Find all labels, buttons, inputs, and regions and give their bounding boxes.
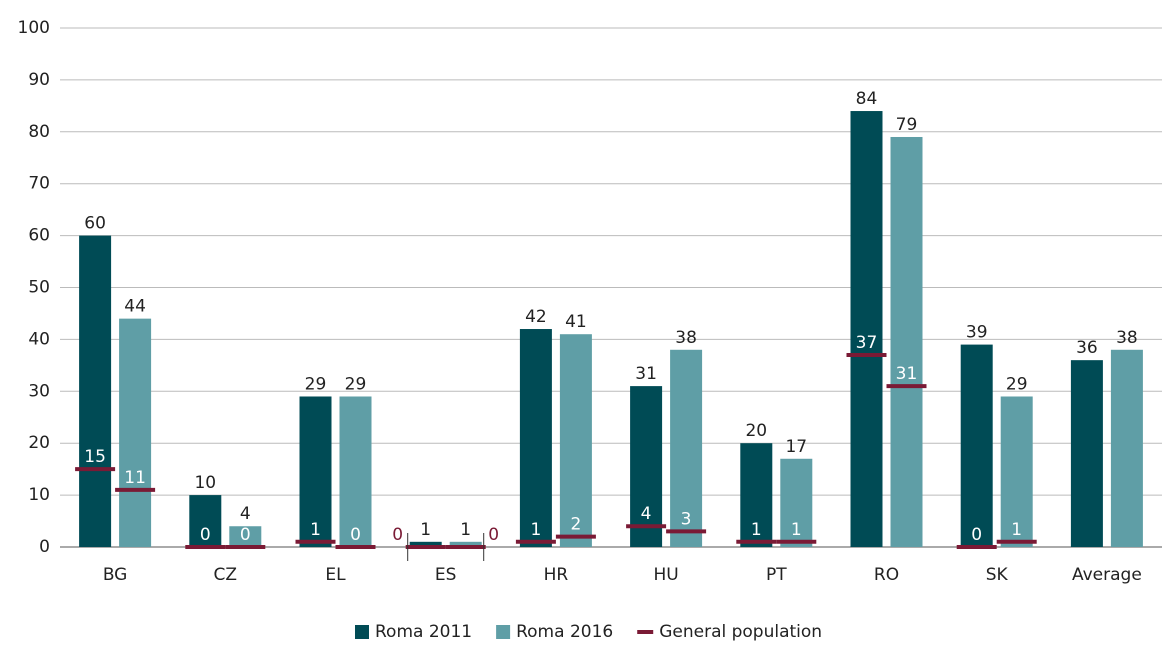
bar	[339, 396, 372, 547]
general-population-label: 0	[971, 525, 982, 545]
y-tick-label: 100	[18, 18, 50, 38]
bar	[119, 318, 152, 547]
bar	[1110, 349, 1143, 547]
y-tick-label: 40	[28, 329, 50, 349]
value-label: 36	[1076, 338, 1098, 358]
bar	[780, 458, 813, 547]
y-tick-label: 80	[28, 122, 50, 142]
general-population-label: 0	[392, 525, 403, 545]
value-label: 1	[420, 520, 431, 540]
bar	[740, 443, 773, 547]
general-population-label: 1	[1011, 520, 1022, 540]
bar	[670, 349, 703, 547]
bar	[630, 386, 663, 547]
bar	[960, 344, 993, 547]
value-label: 29	[345, 374, 367, 394]
general-population-label: 0	[240, 525, 251, 545]
x-tick-label: HR	[544, 565, 569, 585]
x-tick-label: CZ	[214, 565, 238, 585]
bar	[299, 396, 332, 547]
value-label: 44	[124, 297, 146, 317]
bar	[1070, 360, 1103, 547]
general-population-label: 1	[791, 520, 802, 540]
y-tick-label: 30	[28, 381, 50, 401]
x-tick-label: ES	[435, 565, 457, 585]
x-tick-label: Average	[1072, 565, 1142, 585]
general-population-label: 2	[570, 515, 581, 535]
general-population-label: 15	[84, 447, 106, 467]
general-population-label: 11	[124, 468, 146, 488]
legend-swatch	[355, 625, 369, 639]
value-label: 29	[305, 374, 327, 394]
bar	[449, 541, 482, 547]
x-tick-label: HU	[653, 565, 678, 585]
bar	[1000, 396, 1033, 547]
general-population-label: 31	[896, 364, 918, 384]
y-tick-label: 20	[28, 433, 50, 453]
value-label: 20	[745, 421, 767, 441]
y-tick-label: 70	[28, 174, 50, 194]
general-population-label: 1	[530, 520, 541, 540]
general-population-label: 1	[751, 520, 762, 540]
value-label: 17	[785, 437, 807, 457]
x-tick-label: BG	[103, 565, 128, 585]
legend-label: Roma 2016	[516, 622, 613, 642]
general-population-label: 1	[310, 520, 321, 540]
value-label: 38	[675, 328, 697, 348]
value-label: 79	[896, 115, 918, 135]
bar	[229, 526, 262, 547]
y-tick-label: 0	[39, 537, 50, 557]
bar	[559, 334, 592, 547]
value-label: 39	[966, 323, 988, 343]
value-label: 1	[460, 520, 471, 540]
value-label: 38	[1116, 328, 1138, 348]
y-tick-label: 10	[28, 485, 50, 505]
value-label: 29	[1006, 374, 1028, 394]
general-population-label: 3	[681, 509, 692, 529]
x-tick-label: RO	[874, 565, 899, 585]
general-population-label: 0	[350, 525, 361, 545]
general-population-label: 4	[641, 504, 652, 524]
value-label: 4	[240, 504, 251, 524]
y-tick-label: 90	[28, 70, 50, 90]
bar	[409, 541, 442, 547]
bar	[79, 235, 112, 547]
legend-label: Roma 2011	[375, 622, 472, 642]
legend-swatch	[496, 625, 511, 639]
bar	[519, 329, 552, 547]
value-label: 10	[194, 473, 216, 493]
x-tick-label: SK	[986, 565, 1009, 585]
value-label: 42	[525, 307, 547, 327]
general-population-label: 37	[856, 333, 878, 353]
general-population-label: 0	[200, 525, 211, 545]
x-tick-label: PT	[766, 565, 787, 585]
general-population-label: 0	[488, 525, 499, 545]
x-tick-label: EL	[325, 565, 346, 585]
bar	[189, 495, 222, 547]
y-tick-label: 60	[28, 226, 50, 246]
value-label: 41	[565, 312, 587, 332]
value-label: 31	[635, 364, 657, 384]
y-tick-label: 50	[28, 278, 50, 298]
value-label: 60	[84, 214, 106, 234]
bar	[890, 136, 923, 548]
value-label: 84	[856, 89, 878, 109]
legend-label: General population	[659, 622, 822, 642]
bar	[850, 111, 883, 547]
